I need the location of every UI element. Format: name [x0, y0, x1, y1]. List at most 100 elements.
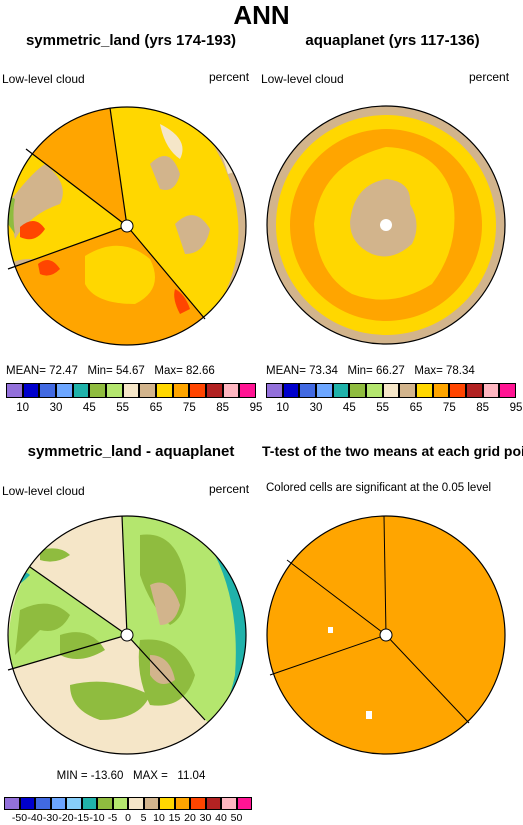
- panel2-title: aquaplanet (yrs 117-136): [305, 32, 480, 49]
- panel3-colorbar-labels: -50 -40 -30 -20 -15 -10 -5 0 5 10 15 20 30 40 50: [4, 812, 252, 825]
- colorbar-tick-label: -15: [73, 812, 90, 824]
- colorbar-cell: [206, 383, 223, 398]
- colorbar-cell: [222, 383, 240, 398]
- colorbar-tick-label: 5: [140, 812, 147, 824]
- colorbar-tick-label: 95: [509, 402, 523, 414]
- colorbar-cell: [72, 383, 90, 398]
- colorbar-cell: [39, 383, 56, 398]
- panel3-minmax: MIN = -13.60 MAX = 11.04: [56, 770, 206, 782]
- colorbar-tick-label: -50: [11, 812, 28, 824]
- colorbar-tick-label: 40: [215, 812, 227, 824]
- colorbar-cell: [81, 797, 97, 810]
- colorbar-tick-label: 30: [309, 402, 323, 414]
- colorbar-tick-label: 30: [49, 402, 63, 414]
- colorbar-cell: [50, 797, 66, 810]
- colorbar-cell: [266, 383, 283, 398]
- colorbar-tick-label: 45: [82, 402, 96, 414]
- colorbar-tick-label: 75: [182, 402, 196, 414]
- colorbar-cell: [112, 797, 128, 810]
- colorbar-cell: [6, 383, 23, 398]
- colorbar-tick-label: 55: [376, 402, 390, 414]
- colorbar-cell: [172, 383, 190, 398]
- colorbar-cell: [122, 383, 140, 398]
- colorbar-cell: [19, 797, 35, 810]
- panel1-variable: Low-level cloud: [2, 72, 85, 86]
- colorbar-cell: [205, 797, 221, 810]
- colorbar-tick-label: 10: [153, 812, 165, 824]
- colorbar-tick-label: 10: [16, 402, 30, 414]
- colorbar-cell: [143, 797, 159, 810]
- colorbar-tick-label: 50: [230, 812, 243, 824]
- colorbar-cell: [89, 383, 106, 398]
- colorbar-tick-label: 15: [168, 812, 181, 824]
- colorbar-cell: [56, 383, 73, 398]
- panel3-units: percent: [209, 482, 250, 496]
- panel1-map: [7, 106, 247, 346]
- colorbar-cell: [22, 383, 40, 398]
- panel3-title: symmetric_land - aquaplanet: [27, 443, 235, 460]
- colorbar-cell: [449, 383, 466, 398]
- colorbar-cell: [332, 383, 350, 398]
- colorbar-cell: [66, 797, 82, 810]
- colorbar-cell: [4, 797, 20, 810]
- colorbar-cell: [299, 383, 316, 398]
- colorbar-cell: [482, 383, 500, 398]
- main-title: ANN: [233, 0, 290, 30]
- colorbar-cell: [159, 797, 175, 810]
- panel1-units: percent: [209, 70, 250, 84]
- colorbar-cell: [416, 383, 433, 398]
- colorbar-tick-label: 65: [409, 402, 423, 414]
- colorbar-cell: [190, 797, 206, 810]
- colorbar-tick-label: -40: [27, 812, 43, 824]
- panel2-stats: MEAN= 73.34 Min= 66.27 Max= 78.34: [266, 365, 475, 377]
- panel4-map: [266, 515, 506, 755]
- panel3-map: [7, 515, 247, 755]
- colorbar-tick-label: 45: [342, 402, 356, 414]
- colorbar-tick-label: 65: [149, 402, 163, 414]
- colorbar-cell: [236, 797, 252, 810]
- panel2-colorbar-labels: 10 30 45 55 65 75 85 95: [266, 402, 522, 417]
- panel1-colorbar: [6, 383, 256, 398]
- panel1-title: symmetric_land (yrs 174-193): [25, 32, 237, 49]
- colorbar-cell: [499, 383, 516, 398]
- colorbar-tick-label: 55: [116, 402, 130, 414]
- colorbar-tick-label: 85: [216, 402, 230, 414]
- colorbar-tick-label: -30: [42, 812, 59, 824]
- panel2-colorbar: [266, 383, 516, 398]
- panel3-variable: Low-level cloud: [2, 484, 85, 498]
- colorbar-tick-label: 75: [442, 402, 456, 414]
- colorbar-cell: [349, 383, 366, 398]
- colorbar-cell: [399, 383, 416, 398]
- colorbar-cell: [316, 383, 333, 398]
- colorbar-cell: [382, 383, 400, 398]
- colorbar-tick-label: 20: [184, 812, 196, 824]
- panel2-units: percent: [469, 70, 510, 84]
- panel1-colorbar-labels: 10 30 45 55 65 75 85 95: [6, 402, 262, 417]
- panel1-stats: MEAN= 72.47 Min= 54.67 Max= 82.66: [6, 365, 215, 377]
- colorbar-tick-label: 30: [199, 812, 212, 824]
- panel2-map: [266, 105, 506, 345]
- colorbar-cell: [282, 383, 300, 398]
- colorbar-cell: [366, 383, 383, 398]
- panel4-title: T-test of the two means at each grid poi…: [262, 443, 523, 459]
- colorbar-cell: [239, 383, 256, 398]
- colorbar-cell: [97, 797, 113, 810]
- colorbar-cell: [174, 797, 190, 810]
- panel3-colorbar: [4, 797, 252, 810]
- colorbar-tick-label: 85: [476, 402, 490, 414]
- colorbar-tick-label: 95: [249, 402, 263, 414]
- colorbar-cell: [156, 383, 173, 398]
- colorbar-tick-label: -10: [89, 812, 105, 824]
- colorbar-cell: [139, 383, 156, 398]
- colorbar-cell: [221, 797, 237, 810]
- colorbar-cell: [466, 383, 483, 398]
- panel4-subtitle: Colored cells are significant at the 0.0…: [266, 482, 492, 494]
- colorbar-tick-label: -20: [58, 812, 74, 824]
- colorbar-cell: [35, 797, 51, 810]
- colorbar-cell: [106, 383, 123, 398]
- colorbar-tick-label: -5: [107, 812, 118, 824]
- colorbar-cell: [189, 383, 206, 398]
- colorbar-cell: [432, 383, 450, 398]
- colorbar-tick-label: 10: [276, 402, 290, 414]
- panel2-variable: Low-level cloud: [261, 72, 344, 86]
